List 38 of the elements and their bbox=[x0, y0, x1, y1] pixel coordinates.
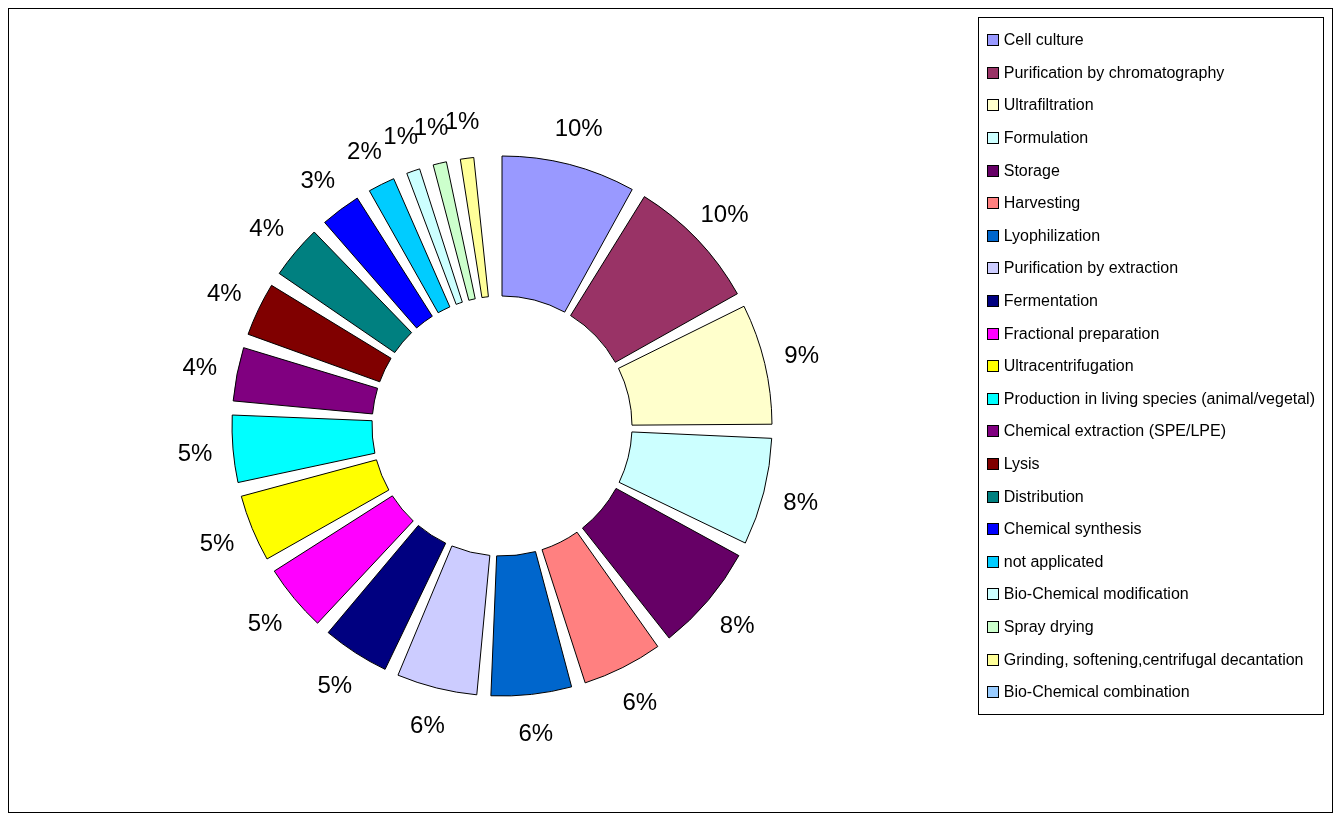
legend-label: Fermentation bbox=[1003, 292, 1098, 311]
data-label: 5% bbox=[177, 438, 213, 466]
data-label: 5% bbox=[199, 529, 235, 557]
data-label: 4% bbox=[182, 353, 218, 381]
legend-label: Ultrafiltration bbox=[1003, 96, 1094, 115]
legend-label: Distribution bbox=[1003, 487, 1084, 506]
legend-label: Chemical synthesis bbox=[1003, 520, 1142, 539]
legend-label: Grinding, softening,centrifugal decantation bbox=[1003, 650, 1304, 669]
legend-label: Storage bbox=[1003, 161, 1060, 180]
data-label: 8% bbox=[783, 487, 818, 515]
data-label: 8% bbox=[719, 611, 755, 639]
legend-label: Harvesting bbox=[1003, 194, 1081, 213]
data-label: 5% bbox=[317, 671, 353, 699]
data-label: 6% bbox=[518, 718, 554, 746]
data-label: 6% bbox=[622, 687, 658, 715]
legend-label: Lysis bbox=[1003, 455, 1040, 474]
legend-label: Purification by extraction bbox=[1003, 259, 1179, 278]
data-label: 10% bbox=[700, 199, 749, 227]
data-label: 4% bbox=[249, 213, 284, 241]
legend-label: Production in living species (animal/vegetal) bbox=[1003, 389, 1315, 408]
legend-label: Lyophilization bbox=[1003, 226, 1101, 245]
data-label: 2% bbox=[347, 136, 382, 164]
data-label: 5% bbox=[247, 609, 283, 637]
legend-label: Ultracentrifugation bbox=[1003, 357, 1134, 376]
data-label: 3% bbox=[300, 165, 336, 193]
legend-label: Spray drying bbox=[1003, 617, 1094, 636]
legend-label: Bio-Chemical modification bbox=[1003, 585, 1189, 604]
data-label: 9% bbox=[784, 341, 820, 369]
legend-label: Chemical extraction (SPE/LPE) bbox=[1003, 422, 1227, 441]
legend-label: Purification by chromatography bbox=[1003, 63, 1225, 82]
data-label: 6% bbox=[410, 711, 445, 739]
legend-label: Fractional preparation bbox=[1003, 324, 1160, 343]
data-label: 10% bbox=[554, 114, 603, 142]
legend-label: not applicated bbox=[1003, 552, 1104, 571]
legend-label: Cell culture bbox=[1003, 31, 1084, 50]
legend-label: Bio-Chemical combination bbox=[1003, 683, 1190, 702]
data-label: 4% bbox=[206, 279, 242, 307]
legend-label: Formulation bbox=[1003, 129, 1089, 148]
